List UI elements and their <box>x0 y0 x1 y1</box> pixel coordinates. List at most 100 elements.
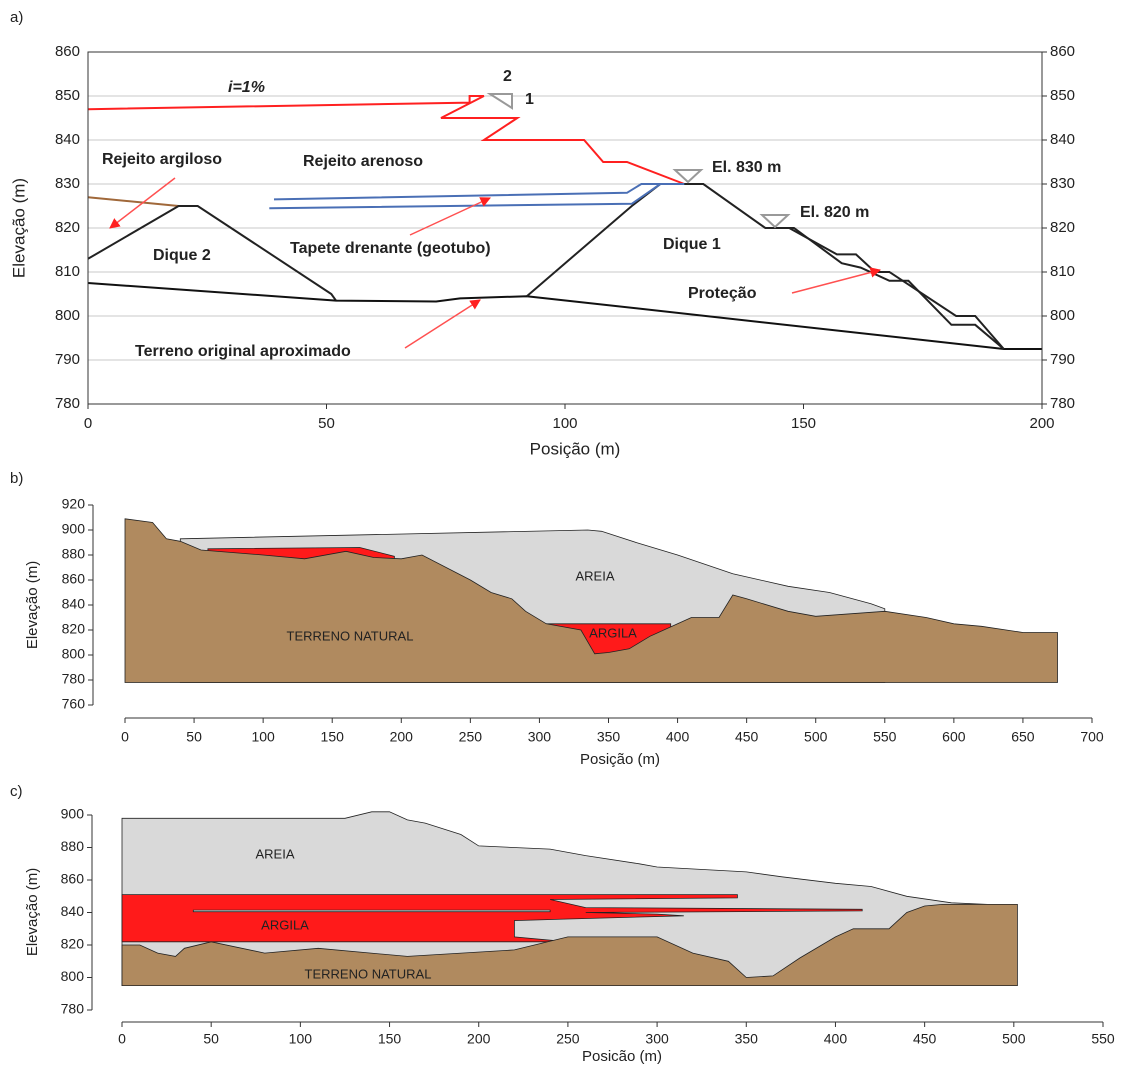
y-tick-label: 850 <box>55 87 80 104</box>
y2-tick-label: 830 <box>1050 175 1075 192</box>
x-tick-label: 0 <box>84 415 92 432</box>
x-tick-label: 700 <box>1080 729 1104 745</box>
annotation: ARGILA <box>261 917 309 932</box>
x-tick-label: 450 <box>913 1031 937 1047</box>
y-tick-label: 920 <box>62 496 86 512</box>
arrow <box>410 198 490 235</box>
arrow <box>110 178 175 228</box>
panel-label: b) <box>10 470 23 487</box>
x-tick-label: 250 <box>459 729 483 745</box>
x-tick-label: 100 <box>251 729 275 745</box>
x-tick-label: 500 <box>804 729 828 745</box>
annotation: Tapete drenante (geotubo) <box>290 240 491 257</box>
line <box>88 197 179 206</box>
x-tick-label: 150 <box>378 1031 402 1047</box>
y-tick-label: 840 <box>55 131 80 148</box>
y-tick-label: 860 <box>55 43 80 60</box>
y2-tick-label: 840 <box>1050 131 1075 148</box>
water-level-marker <box>762 215 788 227</box>
y-tick-label: 900 <box>62 521 86 537</box>
annotation: Dique 1 <box>663 236 721 253</box>
y-axis-title: Elevação (m) <box>24 868 41 956</box>
y-tick-label: 810 <box>55 263 80 280</box>
y-tick-label: 820 <box>62 621 86 637</box>
x-tick-label: 150 <box>791 415 816 432</box>
y-tick-label: 900 <box>61 806 85 822</box>
y-axis-title: Elevação (m) <box>24 561 41 649</box>
y-tick-label: 860 <box>61 871 85 887</box>
x-axis-title: Posição (m) <box>530 439 621 458</box>
annotation: El. 830 m <box>712 159 781 176</box>
x-tick-label: 650 <box>1011 729 1035 745</box>
y-tick-label: 800 <box>55 307 80 324</box>
y-tick-label: 780 <box>55 395 80 412</box>
annotation: i=1% <box>228 79 265 96</box>
x-tick-label: 50 <box>318 415 335 432</box>
y2-tick-label: 820 <box>1050 219 1075 236</box>
panel-label: c) <box>10 783 23 800</box>
y2-tick-label: 790 <box>1050 351 1075 368</box>
annotation: Rejeito arenoso <box>303 153 423 170</box>
x-tick-label: 400 <box>666 729 690 745</box>
y-tick-label: 760 <box>62 696 86 712</box>
annotation: 1 <box>525 91 534 108</box>
panel-label: a) <box>10 9 23 26</box>
annotation: 2 <box>503 68 512 85</box>
y-axis-title: Elevação (m) <box>9 178 28 278</box>
line <box>765 228 1004 349</box>
annotation: TERRENO NATURAL <box>305 966 432 981</box>
annotation: AREIA <box>575 568 614 583</box>
x-tick-label: 300 <box>645 1031 669 1047</box>
y-tick-label: 860 <box>62 571 86 587</box>
x-tick-label: 50 <box>186 729 202 745</box>
x-tick-label: 150 <box>321 729 345 745</box>
y-tick-label: 880 <box>61 838 85 854</box>
annotation: ARGILA <box>589 625 637 640</box>
y-tick-label: 800 <box>61 968 85 984</box>
x-tick-label: 100 <box>552 415 577 432</box>
x-tick-label: 200 <box>467 1031 491 1047</box>
y2-tick-label: 800 <box>1050 307 1075 324</box>
x-tick-label: 500 <box>1002 1031 1026 1047</box>
x-axis-title: Posição (m) <box>580 751 660 768</box>
y2-tick-label: 850 <box>1050 87 1075 104</box>
x-tick-label: 100 <box>289 1031 313 1047</box>
arrow <box>792 270 880 293</box>
x-tick-label: 200 <box>390 729 414 745</box>
annotation: TERRENO NATURAL <box>287 628 414 643</box>
x-tick-label: 300 <box>528 729 552 745</box>
y-tick-label: 820 <box>55 219 80 236</box>
y-tick-label: 830 <box>55 175 80 192</box>
y-tick-label: 800 <box>62 646 86 662</box>
x-tick-label: 450 <box>735 729 759 745</box>
y2-tick-label: 780 <box>1050 395 1075 412</box>
slope-triangle <box>490 94 512 108</box>
x-tick-label: 50 <box>203 1031 219 1047</box>
x-tick-label: 550 <box>1091 1031 1115 1047</box>
y-tick-label: 840 <box>62 596 86 612</box>
figure: a) 780 790 800 810 820 830 840 850 860 780 790 800 81… <box>0 0 1125 1066</box>
y-tick-label: 820 <box>61 936 85 952</box>
x-tick-label: 200 <box>1029 415 1054 432</box>
x-tick-label: 0 <box>121 729 129 745</box>
x-tick-label: 400 <box>824 1031 848 1047</box>
x-tick-label: 0 <box>118 1031 126 1047</box>
annotation: AREIA <box>255 846 294 861</box>
annotation: Proteção <box>688 285 757 302</box>
y-tick-label: 790 <box>55 351 80 368</box>
y2-tick-label: 860 <box>1050 43 1075 60</box>
line <box>274 184 684 199</box>
y-tick-label: 780 <box>62 671 86 687</box>
x-tick-label: 550 <box>873 729 897 745</box>
water-level-marker <box>675 170 701 182</box>
annotation: Dique 2 <box>153 247 211 264</box>
x-tick-label: 350 <box>597 729 621 745</box>
y2-tick-label: 810 <box>1050 263 1075 280</box>
x-tick-label: 600 <box>942 729 966 745</box>
arrow <box>405 300 480 348</box>
line <box>527 184 1004 349</box>
annotation: Rejeito argiloso <box>102 151 222 168</box>
area <box>193 910 550 912</box>
annotation: El. 820 m <box>800 204 869 221</box>
annotation: Terreno original aproximado <box>135 343 351 360</box>
